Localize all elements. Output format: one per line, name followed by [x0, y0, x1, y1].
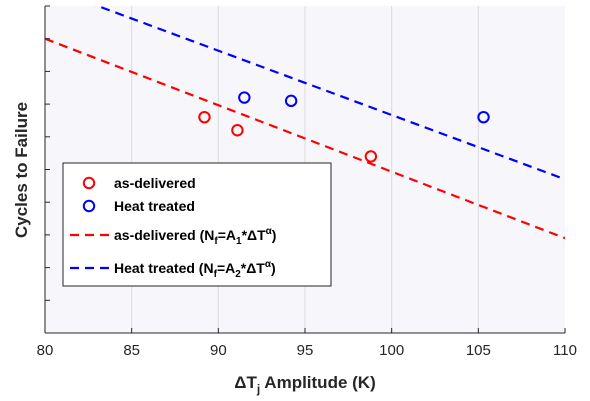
legend-box [62, 162, 332, 287]
data-point [238, 91, 251, 104]
legend-marker [82, 176, 96, 190]
x-tick-label: 80 [37, 342, 54, 359]
x-tick-label: 100 [379, 342, 404, 359]
legend-label: Heat treated [114, 198, 195, 214]
y-axis-label: Cycles to Failure [12, 102, 31, 238]
data-point [364, 150, 378, 163]
x-tick-label: 110 [553, 342, 577, 359]
x-tick-label: 85 [123, 342, 140, 359]
data-point [198, 110, 211, 124]
data-points [198, 91, 490, 163]
x-ticks: 80 85 90 95 100 105 110 [37, 328, 577, 359]
x-axis-label: ΔTj Amplitude (K) [234, 373, 375, 396]
fit-line-2 [45, 37, 565, 240]
x-tick-label: 95 [297, 342, 314, 359]
x-axis-label-subscript: j [256, 382, 260, 396]
x-tick-label: 90 [210, 342, 227, 359]
legend: as-delivered Heat treated as-delivered (Nf… [62, 162, 332, 287]
data-point [477, 110, 490, 124]
fit-line-3 [94, 6, 565, 181]
legend-label: as-delivered [114, 175, 196, 191]
data-point [231, 124, 244, 137]
y-ticks [45, 5, 50, 334]
fit-lines [45, 6, 565, 240]
legend-label: as-delivered (Nf=A1*ΔTα) [114, 226, 276, 247]
x-tick-label: 105 [466, 342, 491, 359]
legend-marker [82, 199, 96, 213]
legend-label: Heat treated (Nf=A2*ΔTα) [114, 259, 276, 280]
data-point [284, 94, 298, 108]
